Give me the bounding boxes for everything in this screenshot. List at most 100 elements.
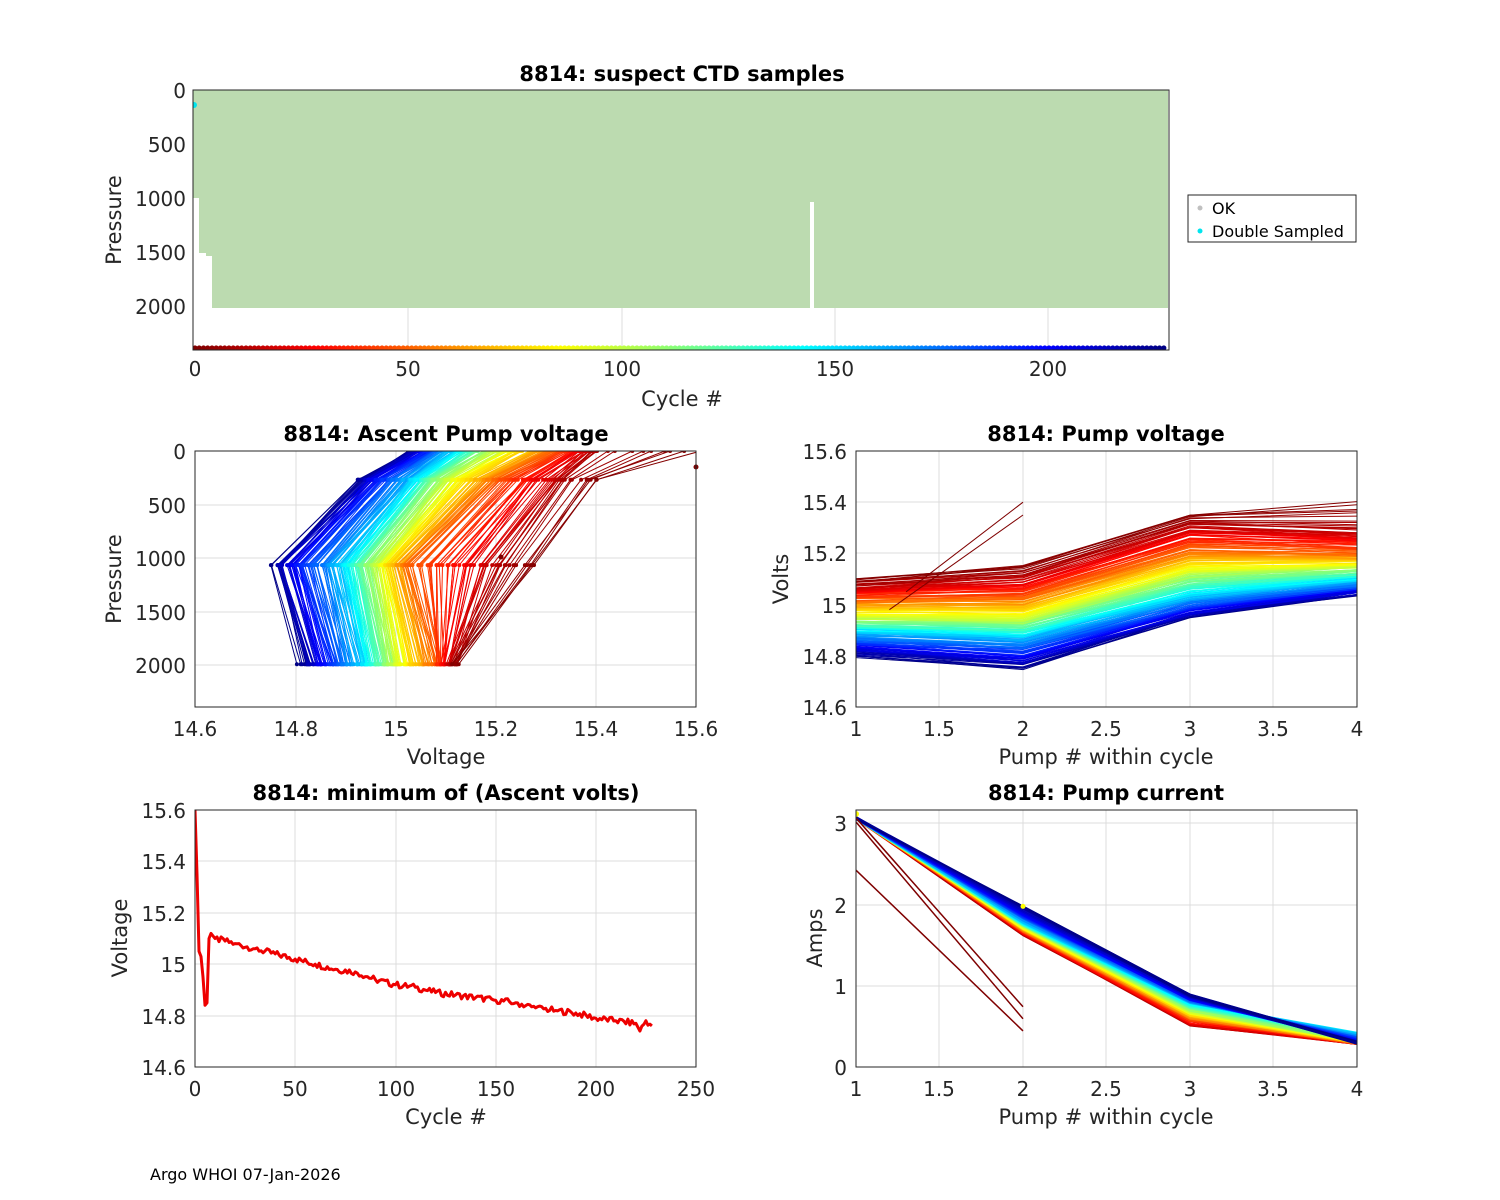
ascent-cycle-line: [417, 451, 559, 665]
svg-text:15.2: 15.2: [141, 902, 186, 926]
ctd-double-sampled-point: [193, 102, 197, 108]
ctd-cycle-markers: [193, 345, 1167, 350]
ctd-cycle-marker: [349, 345, 355, 350]
ascent-cycle-line: [455, 451, 652, 665]
svg-text:4: 4: [1351, 1077, 1364, 1101]
ctd-cycle-marker: [366, 345, 372, 350]
ascent-cycle-line: [355, 451, 478, 665]
ctd-cycle-marker: [468, 345, 474, 350]
ascent-pump-point: [386, 477, 391, 482]
ctd-cycle-marker: [991, 345, 997, 350]
ascent-pump-point: [357, 477, 362, 482]
ctd-cycle-marker: [523, 345, 529, 350]
ctd-cycle-marker: [978, 345, 984, 350]
ascent-cycle-line: [345, 451, 457, 665]
minv-xlabel: Cycle #: [405, 1105, 487, 1129]
ctd-cycle-marker: [855, 345, 861, 350]
ctd-cycle-marker: [1050, 345, 1056, 350]
svg-text:1: 1: [850, 717, 863, 741]
ctd-cycle-marker: [621, 345, 627, 350]
ascent-pump-point: [395, 477, 400, 482]
ascent-cycle-line: [365, 451, 484, 665]
ctd-cycle-marker: [1012, 345, 1018, 350]
ascent-pump-point: [413, 662, 418, 667]
pumpc-title: 8814: Pump current: [988, 781, 1224, 805]
ctd-cycle-marker: [706, 345, 712, 350]
ctd-cycle-marker: [851, 345, 857, 350]
pumpv-cycle-line: [856, 526, 1357, 589]
ctd-cycle-marker: [902, 345, 908, 350]
ctd-cycle-marker: [842, 345, 848, 350]
ascent-pump-point: [350, 563, 355, 568]
ctd-cycle-marker: [566, 345, 572, 350]
ctd-cycle-marker: [1156, 345, 1163, 350]
ctd-cycle-marker: [970, 345, 976, 350]
ctd-cycle-marker: [744, 345, 750, 350]
ascent-pump-point: [484, 563, 489, 568]
ctd-cycle-marker: [1076, 345, 1082, 350]
svg-text:0: 0: [189, 357, 202, 381]
ctd-cycle-marker: [579, 345, 585, 350]
svg-text:3: 3: [1184, 1077, 1197, 1101]
ctd-cycle-marker: [336, 345, 343, 350]
ctd-cycle-marker: [1003, 345, 1010, 350]
pumpc-marker: [856, 811, 859, 818]
ascent-cycle-line: [449, 451, 586, 665]
ascent-cycle-line: [313, 451, 444, 665]
ctd-cycle-marker: [281, 345, 287, 350]
ctd-cycle-marker: [685, 345, 691, 350]
svg-text:14.6: 14.6: [173, 717, 218, 741]
ctd-cycle-marker: [1016, 345, 1022, 350]
ctd-cycle-marker: [944, 345, 950, 350]
pumpv-cycle-line: [856, 592, 1357, 662]
ctd-cycle-marker: [447, 345, 453, 350]
ascent-pump-point: [445, 563, 450, 568]
ascent-pump-point: [468, 563, 473, 568]
ctd-cycle-marker: [672, 345, 678, 350]
ascent-pump-point: [522, 563, 527, 568]
ctd-cycle-marker: [1152, 345, 1158, 350]
ctd-cycle-marker: [409, 345, 415, 350]
ascent-pump-point: [370, 477, 375, 482]
ctd-cycle-marker: [723, 345, 729, 350]
ascent-pump-point: [389, 662, 394, 667]
minv-y-ticks: 15.6 15.4 15.2 15 14.8 14.6: [141, 799, 186, 1080]
ctd-cycle-marker: [974, 345, 980, 350]
ctd-cycle-marker: [608, 345, 614, 350]
pumpv-cycle-line: [856, 549, 1357, 600]
pumpv-xlabel: Pump # within cycle: [999, 745, 1214, 769]
ascent-cycle-line: [451, 451, 696, 665]
ctd-ok-early-3: [206, 90, 212, 256]
svg-text:0: 0: [834, 1056, 847, 1080]
ctd-cycle-marker: [600, 345, 606, 350]
ctd-cycle-marker: [536, 345, 542, 350]
ctd-cycle-marker: [995, 345, 1001, 350]
ctd-cycle-marker: [953, 345, 959, 350]
svg-text:15: 15: [822, 594, 847, 618]
minv-lines: [195, 810, 653, 1033]
pumpc-gridlines: [856, 810, 1357, 1067]
ctd-cycle-marker: [749, 345, 755, 350]
ctd-cycle-marker: [532, 345, 538, 350]
ctd-cycle-marker: [825, 345, 831, 350]
ascent-pump-point: [541, 477, 546, 482]
ascent-outlier-point-2: [498, 554, 504, 560]
ctd-cycle-marker: [1101, 345, 1107, 350]
pumpv-early-spike: [905, 501, 1024, 593]
ctd-cycle-marker: [800, 345, 806, 350]
svg-text:250: 250: [677, 1077, 715, 1101]
ascent-pump-point: [315, 563, 320, 568]
ascent-cycle-line: [401, 451, 549, 665]
ascent-pump-point: [404, 563, 409, 568]
svg-text:1.5: 1.5: [923, 717, 955, 741]
ascent-pump-point: [397, 662, 402, 667]
ascent-pump-point: [410, 563, 415, 568]
ctd-cycle-marker: [808, 345, 814, 350]
ctd-cycle-marker: [268, 345, 275, 350]
ctd-cycle-marker: [651, 345, 657, 350]
ascent-pump-point: [306, 662, 311, 667]
ctd-cycle-marker: [1122, 345, 1129, 350]
ctd-cycle-marker: [783, 345, 789, 350]
ascent-pump-point: [409, 477, 414, 482]
pumpv-cycle-line: [856, 574, 1357, 632]
